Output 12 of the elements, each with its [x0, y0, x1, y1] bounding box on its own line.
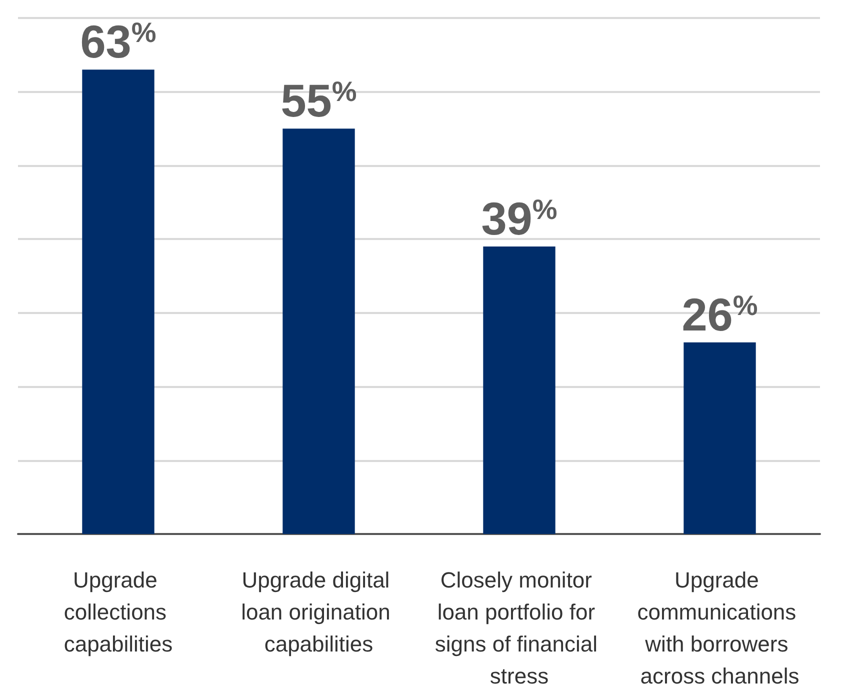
x-tick-label: Closely monitor loan portfolio for signs of financial stress — [434, 568, 604, 688]
data-label: 63% — [80, 16, 156, 68]
bar — [684, 342, 756, 534]
x-tick-label: Upgrade collections capabilities — [64, 568, 173, 656]
x-tick-label: Upgrade digital loan origination capabilities — [241, 568, 396, 656]
bar — [282, 128, 355, 534]
bar — [483, 246, 556, 534]
x-tick-label: Upgrade communications with borrowers across channels — [637, 568, 802, 688]
data-label: 26% — [682, 288, 758, 340]
bar — [82, 70, 154, 534]
data-label: 39% — [481, 192, 558, 245]
data-label: 55% — [280, 74, 357, 127]
